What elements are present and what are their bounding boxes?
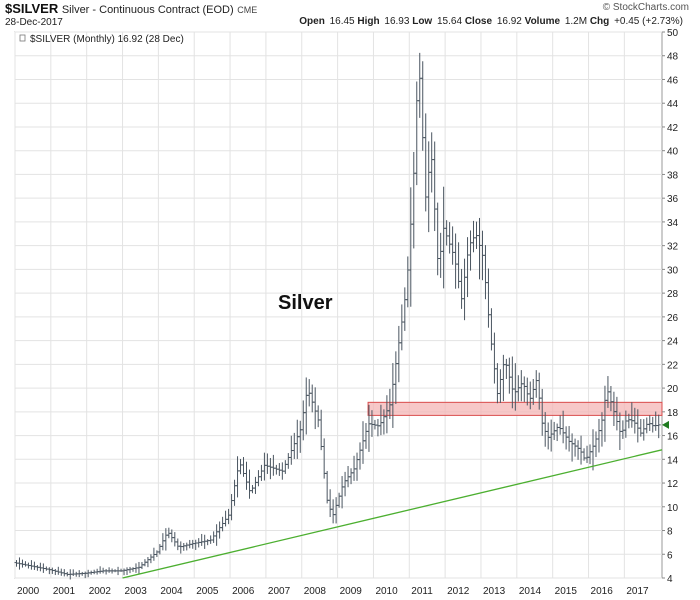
y-tick-label: 48 — [667, 52, 679, 63]
x-tick-label: 2004 — [160, 586, 183, 597]
y-tick-label: 14 — [667, 455, 679, 466]
x-tick-label: 2017 — [626, 586, 649, 597]
legend-text: $SILVER (Monthly) 16.92 (28 Dec) — [30, 34, 184, 45]
symbol: $SILVER — [5, 1, 59, 16]
volume-value: 1.2M — [564, 16, 588, 27]
x-axis: 2000 2001 2002 2003 2004 2005 2006 2007 2008 2009… — [17, 586, 649, 597]
last-price-marker — [662, 420, 669, 429]
y-tick-label: 4 — [667, 574, 673, 585]
y-tick-label: 28 — [667, 289, 679, 300]
x-tick-label: 2000 — [17, 586, 40, 597]
x-tick-label: 2007 — [268, 586, 291, 597]
y-tick-label: 42 — [667, 123, 679, 134]
x-tick-label: 2015 — [555, 586, 578, 597]
quote-date: 28-Dec-2017 — [5, 17, 63, 28]
support-trendline — [122, 449, 663, 579]
x-tick-label: 2014 — [519, 586, 542, 597]
y-tick-label: 6 — [667, 550, 673, 561]
price-bar — [656, 414, 661, 439]
x-tick-label: 2011 — [411, 586, 433, 597]
chart-legend: $SILVER (Monthly) 16.92 (28 Dec) — [19, 34, 184, 45]
y-tick-label: 16 — [667, 432, 679, 443]
x-tick-label: 2009 — [340, 586, 363, 597]
exchange: CME — [237, 5, 258, 15]
chart-header: $SILVER Silver - Continuous Contract (EO… — [3, 0, 697, 30]
y-tick-label: 12 — [667, 479, 679, 490]
open-label: Open — [299, 16, 325, 27]
x-tick-label: 2003 — [125, 586, 148, 597]
y-tick-label: 30 — [667, 265, 679, 276]
y-tick-label: 46 — [667, 75, 679, 86]
ohlc-readout: Open 16.45 High 16.93 Low 15.64 Close 16… — [299, 16, 683, 27]
x-tick-label: 2012 — [447, 586, 470, 597]
y-tick-label: 18 — [667, 408, 679, 419]
grid-lines — [14, 31, 662, 579]
y-tick-label: 8 — [667, 527, 673, 538]
y-tick-label: 50 — [667, 28, 679, 39]
x-tick-label: 2002 — [89, 586, 112, 597]
x-tick-label: 2010 — [375, 586, 398, 597]
y-tick-label: 26 — [667, 313, 679, 324]
y-tick-label: 34 — [667, 218, 679, 229]
open-value: 16.45 — [329, 16, 355, 27]
x-tick-label: 2001 — [53, 586, 76, 597]
x-tick-label: 2006 — [232, 586, 255, 597]
y-tick-label: 10 — [667, 503, 679, 514]
high-label: High — [357, 16, 380, 27]
symbol-title: $SILVER Silver - Continuous Contract (EO… — [5, 1, 257, 16]
y-tick-label: 24 — [667, 337, 679, 348]
low-label: Low — [412, 16, 433, 27]
y-tick-label: 36 — [667, 194, 679, 205]
high-value: 16.93 — [384, 16, 410, 27]
y-tick-label: 44 — [667, 99, 679, 110]
chg-label: Chg — [589, 16, 610, 27]
x-tick-label: 2016 — [591, 586, 614, 597]
contract-description: Silver - Continuous Contract (EOD) — [61, 4, 234, 16]
chg-value: +0.45 (+2.73%) — [614, 16, 683, 27]
plot-area — [14, 31, 663, 579]
brand-watermark: © StockCharts.com — [602, 2, 689, 13]
y-tick-label: 20 — [667, 384, 679, 395]
low-value: 15.64 — [437, 16, 463, 27]
close-label: Close — [464, 16, 493, 27]
y-tick-label: 40 — [667, 147, 679, 158]
volume-label: Volume — [524, 16, 561, 27]
chart-annotation: Silver — [278, 292, 333, 314]
x-tick-label: 2008 — [304, 586, 327, 597]
close-value: 16.92 — [496, 16, 522, 27]
y-axis: 4681012141618202224262830323436384042444… — [662, 28, 679, 585]
y-tick-label: 22 — [667, 360, 679, 371]
x-tick-label: 2013 — [483, 586, 506, 597]
y-tick-label: 32 — [667, 242, 679, 253]
price-bars — [14, 52, 661, 580]
legend-glyph — [19, 34, 26, 42]
x-tick-label: 2005 — [196, 586, 219, 597]
y-tick-label: 38 — [667, 170, 679, 181]
